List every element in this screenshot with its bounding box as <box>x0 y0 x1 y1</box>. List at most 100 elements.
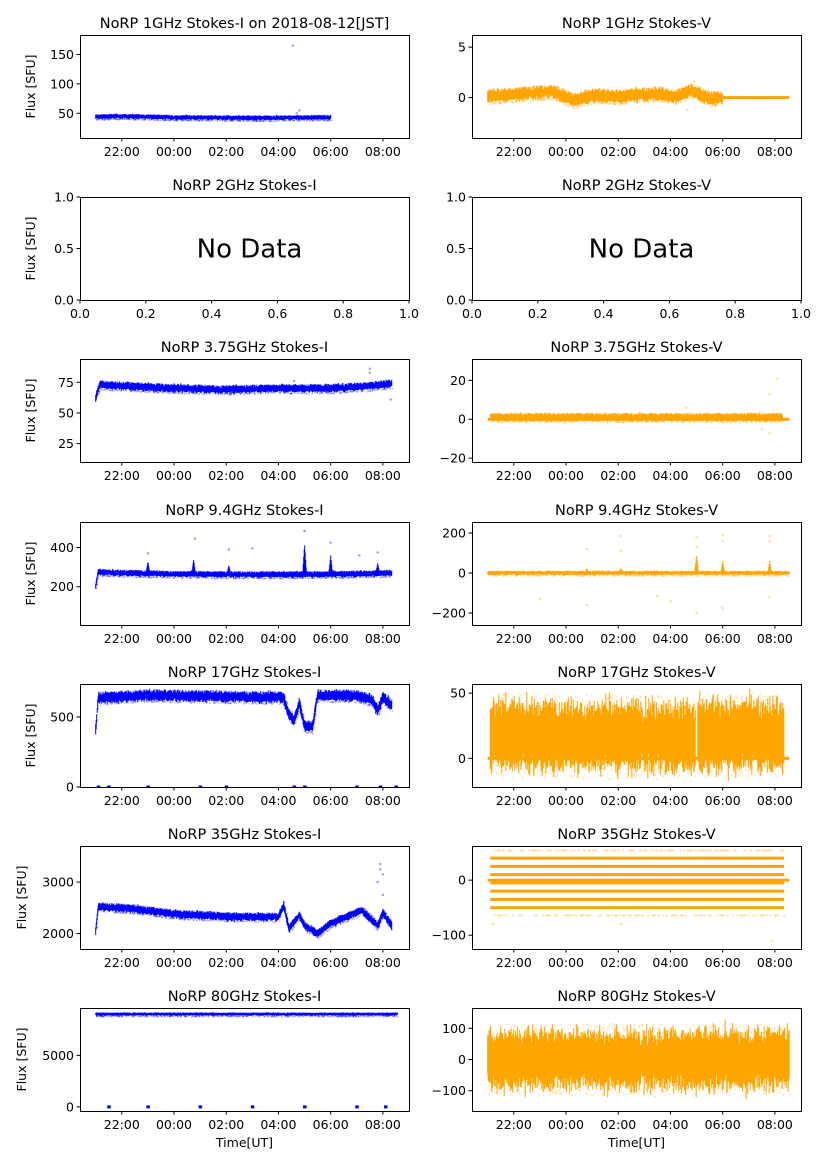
halo-point <box>385 379 387 382</box>
halo-point <box>384 694 386 696</box>
halo-point <box>366 577 368 579</box>
subplot-title: NoRP 9.4GHz Stokes-I <box>165 503 323 519</box>
halo-point <box>121 114 123 116</box>
halo-point <box>351 390 353 392</box>
halo-point <box>494 102 496 104</box>
x-tick-label: 0.4 <box>594 306 614 321</box>
halo-point <box>117 382 120 385</box>
halo-point <box>617 421 619 423</box>
halo-point <box>326 114 328 117</box>
halo-point <box>567 91 570 94</box>
halo-point <box>225 577 228 579</box>
halo-point <box>279 115 281 118</box>
halo-point <box>490 574 493 577</box>
halo-point <box>554 570 557 573</box>
halo-point <box>663 101 666 103</box>
halo-point <box>178 689 180 691</box>
halo-point <box>610 103 612 106</box>
halo-point <box>368 704 371 706</box>
halo-point <box>601 89 603 91</box>
halo-point <box>130 389 132 392</box>
halo-point <box>266 384 268 386</box>
halo-point <box>245 392 248 395</box>
halo-point <box>283 571 285 573</box>
halo-point <box>156 114 159 117</box>
halo-point <box>637 570 639 573</box>
halo-point <box>511 101 514 104</box>
halo-point <box>175 119 178 121</box>
halo-point <box>100 380 103 383</box>
halo-point <box>291 577 293 579</box>
halo-point <box>313 384 315 386</box>
halo-point <box>217 386 220 388</box>
halo-point <box>557 86 559 89</box>
halo-point <box>367 692 370 695</box>
halo-point <box>241 115 244 117</box>
halo-point <box>298 115 300 117</box>
halo-point <box>204 384 206 387</box>
halo-point <box>628 89 631 91</box>
halo-point <box>654 87 657 90</box>
halo-point <box>698 100 701 102</box>
halo-point <box>313 115 316 117</box>
halo-point <box>385 576 387 579</box>
halo-point <box>188 119 190 122</box>
halo-point <box>297 384 300 387</box>
halo-point <box>734 412 737 415</box>
halo-point <box>117 118 119 121</box>
halo-point <box>546 421 548 423</box>
halo-point <box>230 115 232 117</box>
halo-point <box>606 101 608 103</box>
halo-point <box>685 87 687 89</box>
halo-point <box>246 384 248 387</box>
halo-point <box>605 412 607 415</box>
halo-point <box>670 412 672 415</box>
halo-point <box>106 114 108 116</box>
halo-point <box>349 382 351 385</box>
halo-point <box>622 421 624 424</box>
halo-point <box>523 575 526 577</box>
halo-point <box>152 384 154 386</box>
halo-point <box>263 120 265 123</box>
halo-point <box>200 115 203 117</box>
halo-point <box>641 571 643 573</box>
halo-point <box>356 391 358 393</box>
halo-point <box>773 574 775 577</box>
halo-point <box>239 120 242 122</box>
halo-point <box>635 101 638 104</box>
x-tick-label: 02:00 <box>208 468 244 483</box>
halo-point <box>685 86 687 89</box>
halo-point <box>582 420 585 423</box>
halo-point <box>779 412 781 415</box>
halo-point <box>493 574 495 577</box>
halo-point <box>742 571 744 573</box>
x-tick-label: 00:00 <box>548 468 584 483</box>
halo-point <box>734 421 737 424</box>
halo-point <box>735 412 737 415</box>
halo-point <box>331 392 333 395</box>
halo-point <box>602 421 605 423</box>
halo-point <box>525 99 527 101</box>
halo-point <box>367 576 369 578</box>
halo-point <box>174 391 177 393</box>
halo-point <box>560 571 562 573</box>
halo-point <box>574 570 577 573</box>
halo-point <box>258 577 260 580</box>
halo-point <box>580 571 582 573</box>
halo-point <box>517 88 520 90</box>
halo-point <box>221 571 224 573</box>
halo-point <box>330 577 333 579</box>
halo-point <box>625 575 627 577</box>
halo-point <box>721 575 724 577</box>
halo-point <box>690 96 692 98</box>
halo-point <box>308 731 310 733</box>
halo-point <box>650 574 653 577</box>
halo-point <box>601 571 604 573</box>
halo-point <box>259 690 261 692</box>
halo-point <box>164 689 166 692</box>
halo-point <box>258 392 260 394</box>
halo-point <box>130 389 133 392</box>
halo-point <box>382 388 385 391</box>
halo-point <box>569 106 571 108</box>
halo-point <box>270 384 272 387</box>
